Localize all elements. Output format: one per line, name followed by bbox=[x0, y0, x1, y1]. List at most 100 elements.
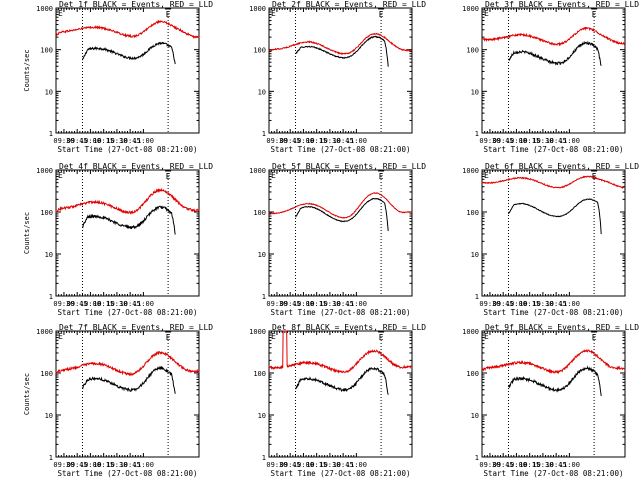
event-mark-left: E bbox=[484, 171, 489, 180]
x-tick-label: 09:30 bbox=[53, 461, 74, 469]
series-line-lld bbox=[268, 32, 413, 55]
x-tick-label: 10:00 bbox=[293, 300, 314, 308]
x-tick-label: 11:00 bbox=[559, 300, 580, 308]
y-tick-label: 1 bbox=[475, 293, 479, 301]
y-tick-label: 10 bbox=[258, 88, 266, 96]
x-tick-label: 09:45 bbox=[493, 300, 514, 308]
x-tick-label: 10:45 bbox=[333, 300, 354, 308]
x-tick-label: 11:00 bbox=[133, 137, 154, 145]
x-tick-label: 10:45 bbox=[546, 137, 567, 145]
x-tick-label: 10:00 bbox=[293, 137, 314, 145]
event-mark-label: E bbox=[592, 333, 597, 342]
panel-title: Det 5f BLACK = Events, RED = LLD bbox=[272, 162, 426, 171]
event-mark-left: E bbox=[271, 332, 276, 341]
x-tick-label: 10:00 bbox=[80, 461, 101, 469]
panel-1: Det 1f BLACK = Events, RED = LLD 1 10 100 10… bbox=[23, 0, 213, 154]
x-tick-label: 10:15 bbox=[519, 137, 540, 145]
x-tick-label: 10:00 bbox=[80, 300, 101, 308]
x-tick-label: 09:45 bbox=[280, 137, 301, 145]
y-tick-label: 1 bbox=[49, 454, 53, 462]
x-tick-label: 10:45 bbox=[333, 461, 354, 469]
panel-title: Det 1f BLACK = Events, RED = LLD bbox=[59, 0, 213, 9]
event-mark-left: E bbox=[58, 332, 63, 341]
y-tick-label: 1000 bbox=[36, 328, 53, 336]
event-mark-label: E bbox=[166, 10, 171, 19]
series-line-events bbox=[508, 365, 602, 396]
x-tick-label: 10:30 bbox=[319, 461, 340, 469]
series-line-events bbox=[82, 205, 176, 235]
x-tick-label: 09:30 bbox=[479, 137, 500, 145]
y-tick-label: 1 bbox=[262, 130, 266, 138]
event-mark-left: E bbox=[58, 171, 63, 180]
event-mark-left: E bbox=[484, 332, 489, 341]
panel-4: Det 4f BLACK = Events, RED = LLD 1 10 100 10… bbox=[23, 162, 213, 317]
y-tick-label: 1 bbox=[49, 130, 53, 138]
y-tick-label: 100 bbox=[40, 370, 53, 378]
x-tick-label: 10:15 bbox=[306, 300, 327, 308]
x-tick-label: 09:30 bbox=[266, 137, 287, 145]
x-tick-label: 10:30 bbox=[532, 461, 553, 469]
x-tick-label: 11:00 bbox=[346, 300, 367, 308]
series-line-events bbox=[508, 40, 602, 66]
y-tick-label: 100 bbox=[466, 209, 479, 217]
panel-2: Det 2f BLACK = Events, RED = LLD 1 10 100 10… bbox=[249, 0, 426, 154]
x-tick-label: 11:00 bbox=[559, 137, 580, 145]
series-line-events bbox=[508, 198, 602, 235]
y-tick-label: 100 bbox=[466, 370, 479, 378]
x-tick-label: 11:00 bbox=[133, 300, 154, 308]
y-tick-label: 1 bbox=[475, 130, 479, 138]
y-axis-label: Counts/sec bbox=[23, 212, 31, 254]
x-tick-label: 10:15 bbox=[519, 300, 540, 308]
series-line-lld bbox=[268, 192, 413, 219]
x-tick-label: 09:30 bbox=[266, 461, 287, 469]
panel-3: Det 3f BLACK = Events, RED = LLD 1 10 100 10… bbox=[462, 0, 639, 154]
series-line-events bbox=[295, 197, 389, 231]
y-tick-label: 1 bbox=[262, 293, 266, 301]
x-tick-label: 09:45 bbox=[67, 461, 88, 469]
x-tick-label: 10:15 bbox=[519, 461, 540, 469]
x-axis-label: Start Time (27-Oct-08 08:21:00) bbox=[271, 145, 411, 154]
y-tick-label: 100 bbox=[253, 370, 266, 378]
x-tick-label: 10:30 bbox=[532, 300, 553, 308]
y-tick-label: 10 bbox=[45, 88, 53, 96]
y-tick-label: 10 bbox=[258, 412, 266, 420]
x-tick-label: 10:15 bbox=[306, 461, 327, 469]
series-line-lld bbox=[481, 348, 626, 374]
panel-7: Det 7f BLACK = Events, RED = LLD 1 10 100 10… bbox=[23, 323, 213, 478]
x-tick-label: 09:45 bbox=[493, 461, 514, 469]
event-mark-label: E bbox=[592, 172, 597, 181]
series-line-events bbox=[295, 35, 389, 67]
event-mark-label: E bbox=[166, 172, 171, 181]
x-axis-label: Start Time (27-Oct-08 08:21:00) bbox=[58, 469, 198, 478]
x-tick-label: 09:30 bbox=[479, 300, 500, 308]
y-tick-label: 1 bbox=[262, 454, 266, 462]
x-tick-label: 11:00 bbox=[133, 461, 154, 469]
y-tick-label: 100 bbox=[40, 47, 53, 55]
y-tick-label: 10 bbox=[45, 251, 53, 259]
panel-8: Det 8f BLACK = Events, RED = LLD 1 10 100 10… bbox=[249, 323, 426, 478]
event-mark-left: E bbox=[58, 9, 63, 18]
x-tick-label: 09:45 bbox=[280, 461, 301, 469]
y-tick-label: 100 bbox=[466, 47, 479, 55]
series-line-events bbox=[82, 41, 176, 65]
series-line-lld bbox=[268, 330, 413, 375]
y-tick-label: 1000 bbox=[249, 167, 266, 175]
x-tick-label: 10:00 bbox=[506, 137, 527, 145]
series-line-lld bbox=[55, 187, 200, 215]
panel-9: Det 9f BLACK = Events, RED = LLD 1 10 100 10… bbox=[462, 323, 639, 478]
panel-6: Det 6f BLACK = Events, RED = LLD 1 10 100 10… bbox=[462, 162, 639, 317]
series-line-events bbox=[295, 366, 389, 395]
x-tick-label: 09:45 bbox=[493, 137, 514, 145]
x-axis-label: Start Time (27-Oct-08 08:21:00) bbox=[484, 308, 624, 317]
panel-title: Det 6f BLACK = Events, RED = LLD bbox=[485, 162, 639, 171]
y-tick-label: 1000 bbox=[462, 5, 479, 13]
y-tick-label: 1000 bbox=[249, 328, 266, 336]
x-tick-label: 10:15 bbox=[93, 137, 114, 145]
event-mark-left: E bbox=[271, 9, 276, 18]
x-axis-label: Start Time (27-Oct-08 08:21:00) bbox=[271, 469, 411, 478]
x-tick-label: 10:30 bbox=[319, 137, 340, 145]
x-tick-label: 09:30 bbox=[479, 461, 500, 469]
x-axis-label: Start Time (27-Oct-08 08:21:00) bbox=[484, 469, 624, 478]
x-tick-label: 09:45 bbox=[67, 137, 88, 145]
